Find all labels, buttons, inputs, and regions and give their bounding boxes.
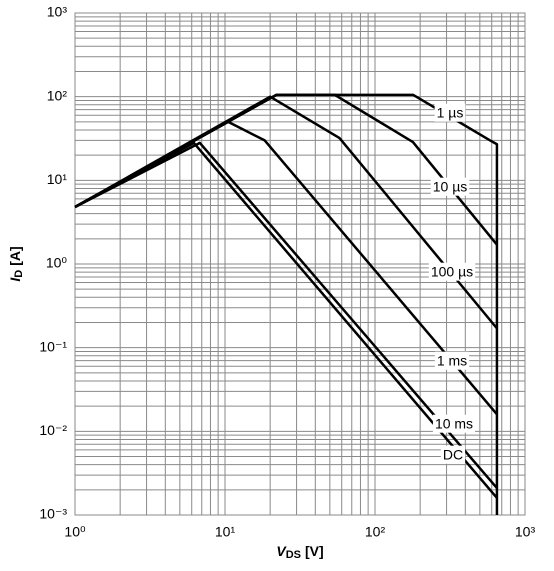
y-tick-label: 10⁻³ <box>39 506 67 522</box>
series-label: DC <box>443 447 463 463</box>
x-subscript: DS <box>286 549 301 561</box>
x-tick-label: 10³ <box>515 524 536 540</box>
series-label: 100 µs <box>431 264 473 280</box>
y-tick-label: 10⁻² <box>39 422 67 438</box>
series-label: 10 µs <box>433 179 468 195</box>
series-label-bg <box>428 262 476 281</box>
series-line <box>74 93 499 515</box>
y-tick-label: 10⁰ <box>46 255 68 271</box>
x-unit: [V] <box>305 543 324 559</box>
series-line <box>74 95 498 330</box>
plot-frame <box>74 12 526 516</box>
x-tick-label: 10¹ <box>215 524 236 540</box>
y-tick-label: 10³ <box>47 4 68 20</box>
y-symbol: I <box>7 277 23 282</box>
x-symbol: V <box>276 543 287 559</box>
y-tick-label: 10² <box>47 87 68 103</box>
x-tick-label: 10² <box>365 524 386 540</box>
x-axis-title: VDS [V] <box>276 543 323 561</box>
y-tick-label: 10¹ <box>47 171 68 187</box>
series-label-bg <box>430 177 470 196</box>
y-subscript: D <box>13 270 25 278</box>
y-unit: [A] <box>7 246 23 265</box>
series-label-bg <box>440 445 466 464</box>
series-label: 1 µs <box>437 105 464 121</box>
series-label-bg <box>432 414 476 433</box>
series-label-bg <box>434 351 470 370</box>
series-label: 1 ms <box>437 353 467 369</box>
series-label-bg <box>434 103 466 122</box>
x-tick-label: 10⁰ <box>64 524 86 540</box>
series-line <box>74 141 498 499</box>
y-tick-label: 10⁻¹ <box>39 338 67 354</box>
y-axis-title: ID [A] <box>7 246 25 281</box>
series-label: 10 ms <box>435 416 473 432</box>
